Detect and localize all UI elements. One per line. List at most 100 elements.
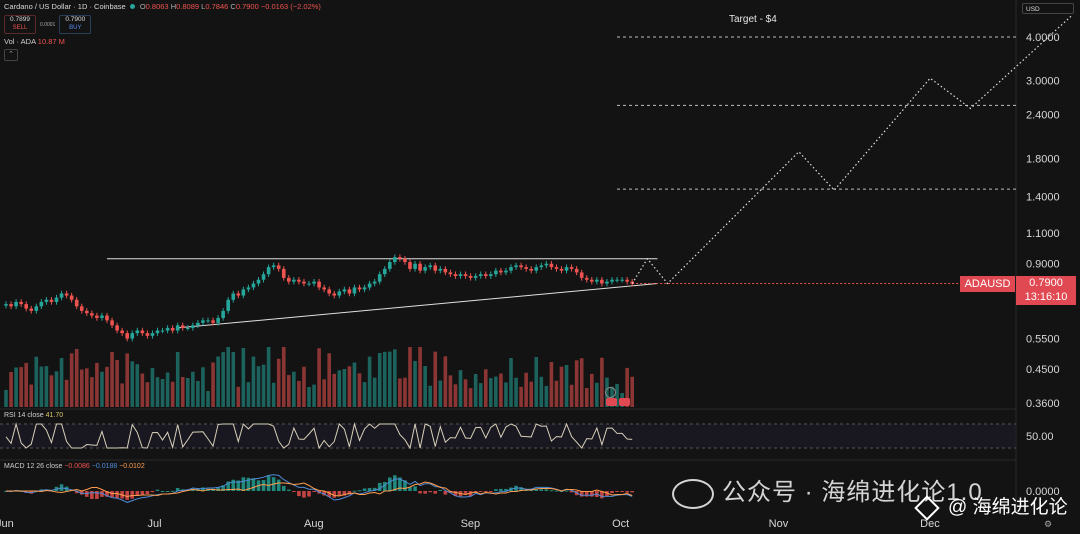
volume-legend[interactable]: Vol · ADA 10.87 M bbox=[4, 37, 65, 46]
buy-price: 0.7900 bbox=[65, 16, 86, 23]
macd-histogram-bar bbox=[377, 482, 382, 491]
volume-bar bbox=[448, 375, 453, 407]
macd-histogram-bar bbox=[287, 489, 291, 491]
macd-histogram-bar bbox=[393, 475, 397, 491]
macd-histogram-bar bbox=[135, 491, 140, 496]
volume-bar bbox=[630, 376, 634, 407]
macd-histogram-bar bbox=[170, 490, 175, 492]
macd-histogram-bar bbox=[362, 488, 367, 491]
currency-select[interactable]: USD bbox=[1022, 3, 1074, 14]
volume-bar bbox=[246, 382, 251, 407]
volume-bar bbox=[155, 377, 160, 407]
volume-bar bbox=[140, 373, 145, 407]
candle-body bbox=[357, 287, 362, 290]
time-axis-label: Nov bbox=[769, 518, 789, 530]
volume-bar bbox=[342, 369, 347, 407]
candle-body bbox=[388, 262, 392, 269]
candle-body bbox=[115, 325, 119, 331]
volume-bar bbox=[100, 371, 104, 407]
candle-body bbox=[251, 283, 256, 288]
volume-bar bbox=[216, 356, 220, 407]
macd-histogram-bar bbox=[438, 489, 443, 491]
candle-body bbox=[196, 322, 200, 326]
macd-histogram-bar bbox=[539, 489, 544, 491]
macd-histogram-bar bbox=[246, 477, 251, 491]
volume-bar bbox=[201, 367, 205, 407]
volume-bar bbox=[186, 378, 190, 407]
macd-histogram-bar bbox=[125, 491, 129, 500]
macd-histogram-bar bbox=[534, 488, 539, 491]
rsi-legend[interactable]: RSI 14 close 41.70 bbox=[4, 412, 63, 419]
candle-body bbox=[90, 313, 94, 316]
candle-body bbox=[347, 289, 352, 294]
macd-histogram-bar bbox=[433, 491, 438, 494]
macd-histogram-bar bbox=[625, 491, 629, 493]
volume-bar bbox=[120, 383, 124, 407]
candle-body bbox=[39, 301, 44, 307]
volume-bar bbox=[534, 357, 539, 407]
high-label: H bbox=[170, 2, 177, 11]
volume-bar bbox=[322, 379, 326, 407]
volume-bar bbox=[125, 353, 129, 407]
candle-body bbox=[74, 299, 79, 307]
volume-bar bbox=[428, 385, 432, 407]
macd-histogram-bar bbox=[483, 491, 488, 492]
low-value: 0.7846 bbox=[205, 2, 229, 11]
candle-body bbox=[554, 267, 559, 269]
candle-body bbox=[292, 279, 296, 282]
dividend-icon[interactable] bbox=[605, 387, 616, 398]
candle-body bbox=[468, 276, 473, 278]
volume-bar bbox=[423, 366, 427, 407]
volume-bar bbox=[236, 386, 241, 407]
watermark-text: 公众号 · 海绵进化论1.0 bbox=[722, 479, 983, 506]
candle-body bbox=[499, 270, 503, 273]
volume-bar bbox=[251, 356, 256, 407]
volume-bar bbox=[509, 358, 513, 407]
triangle-support-line bbox=[177, 283, 658, 329]
volume-bar bbox=[473, 374, 478, 407]
event-marker[interactable] bbox=[619, 398, 630, 406]
volume-bar bbox=[175, 351, 180, 407]
collapse-legend-icon[interactable]: ⌃ bbox=[4, 49, 18, 61]
macd-histogram-bar bbox=[261, 480, 266, 491]
candle-body bbox=[559, 268, 564, 271]
volume-bar bbox=[367, 356, 372, 407]
macd-histogram-bar bbox=[347, 491, 352, 495]
candle-body bbox=[534, 267, 539, 271]
price-tick-label: 1.4000 bbox=[1026, 192, 1060, 204]
macd-histogram-bar bbox=[251, 478, 256, 491]
candle-body bbox=[448, 272, 453, 275]
macd-histogram-bar bbox=[281, 485, 286, 491]
candle-body bbox=[9, 304, 13, 307]
volume-bar bbox=[24, 362, 28, 407]
volume-bar bbox=[74, 348, 79, 407]
volume-bar bbox=[160, 379, 165, 407]
macd-histogram-bar bbox=[155, 489, 160, 491]
volume-bar bbox=[564, 365, 569, 407]
macd-histogram-bar bbox=[408, 487, 412, 491]
macd-histogram-bar bbox=[110, 491, 114, 498]
macd-histogram-bar bbox=[499, 488, 503, 491]
sell-button[interactable]: 0.7899 SELL bbox=[4, 15, 36, 34]
volume-bar bbox=[105, 366, 109, 407]
settings-icon[interactable]: ⚙ bbox=[1044, 519, 1053, 529]
buy-button[interactable]: 0.7900 BUY bbox=[59, 15, 92, 34]
volume-bar bbox=[211, 362, 215, 407]
volume-bar bbox=[372, 377, 377, 407]
candle-body bbox=[175, 325, 180, 331]
candle-body bbox=[125, 333, 129, 339]
macd-histogram-bar bbox=[150, 491, 155, 493]
candle-body bbox=[483, 274, 488, 277]
macd-histogram-bar bbox=[569, 491, 574, 493]
price-tick-label: 1.8000 bbox=[1026, 153, 1060, 165]
macd-histogram-bar bbox=[297, 491, 301, 497]
candle-body bbox=[539, 265, 544, 268]
change-value: −0.0163 (−2.02%) bbox=[260, 2, 321, 11]
volume-bar bbox=[463, 379, 468, 407]
macd-histogram-bar bbox=[428, 491, 432, 493]
candle-body bbox=[170, 327, 175, 331]
bar-countdown: 13:16:10 bbox=[1024, 291, 1068, 303]
event-marker[interactable] bbox=[606, 398, 617, 406]
macd-legend[interactable]: MACD 12 26 close −0.0086 −0.0188 −0.0102 bbox=[4, 463, 145, 470]
